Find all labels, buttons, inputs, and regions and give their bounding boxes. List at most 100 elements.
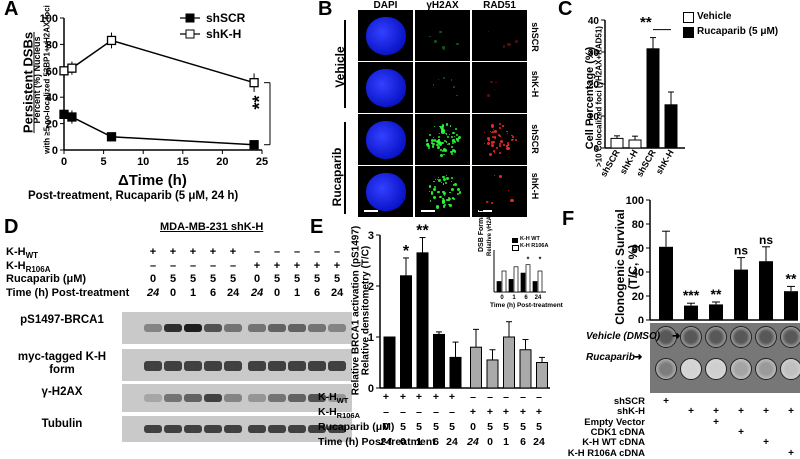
panel-e-row-value: – [449, 406, 455, 418]
panel-b-focus [499, 174, 502, 178]
panel-b-focus [444, 149, 447, 153]
panel-f-ytick-label: 20 [632, 291, 644, 303]
panel-b-focus [505, 147, 509, 151]
panel-b-focus [455, 138, 458, 140]
panel-d-row-value: – [313, 246, 321, 258]
panel-b-focus [487, 94, 490, 97]
panel-e-row-value: – [383, 406, 389, 418]
panel-d-blot-label: myc-tagged K-H form [17, 351, 107, 376]
panel-d-blot-band [288, 361, 306, 371]
panel-e-inset-bar [508, 279, 514, 293]
panel-e-inset-bar [525, 264, 531, 293]
panel-b-focus [507, 142, 510, 145]
panel-e-row-value: 6 [433, 436, 439, 448]
panel-e-row-value: – [503, 391, 509, 403]
panel-label-b: B [318, 0, 333, 20]
panel-d-row-value: 24 [331, 286, 344, 299]
panel-b-focus [490, 80, 494, 84]
panel-b-focus [491, 124, 495, 128]
panel-label-d: D [4, 216, 19, 238]
panel-c-bar [646, 48, 660, 149]
panel-e-inset-sig: * [527, 257, 530, 264]
panel-b-focus [437, 145, 441, 149]
panel-f-ytick-label: 0 [638, 315, 644, 323]
panel-b-focus [448, 143, 450, 145]
panel-d-blot-band [328, 425, 346, 433]
panel-d-row-value: 5 [169, 273, 177, 285]
panel-f-row-header: CDK1 cDNA [590, 426, 645, 438]
panel-c-xtick-label: shK-H [654, 148, 676, 176]
panel-d-row-value: – [149, 259, 157, 272]
panel-b-focus [486, 136, 491, 140]
panel-f-bar [709, 304, 723, 320]
panel-d-blot-band [308, 324, 326, 332]
panel-b-focus [490, 140, 494, 144]
panel-d-row-value: 5 [273, 273, 281, 285]
panel-b-focus [449, 125, 451, 127]
panel-f-row-header: K-H WT cDNA [582, 437, 645, 449]
panel-b-focus [440, 141, 442, 143]
panel-e-row-value: 5 [400, 421, 406, 433]
panel-d-row-value: 24 [251, 286, 264, 299]
panel-e-bar [536, 362, 548, 389]
panel-d-blot-band [308, 361, 326, 371]
panel-e-row-value: + [469, 406, 477, 418]
panel-d-row-value: 5 [293, 273, 301, 285]
panel-b-focus [494, 174, 496, 176]
panel-a-point [67, 112, 77, 122]
panel-d-blot-band [184, 324, 202, 332]
panel-e-ytick-label: 3 [368, 230, 374, 242]
panel-e-inset-xtick-label: 6 [524, 295, 528, 301]
panel-e-row-header: Rucaparib (μM) [318, 421, 395, 433]
panel-b-focus [428, 185, 432, 189]
panel-c-bar [628, 139, 642, 149]
panel-b-focus [449, 191, 451, 194]
panel-a-caption: Post-treatment, Rucaparib (5 μM, 24 h) [28, 190, 239, 202]
panel-b-focus [484, 132, 486, 134]
panel-d-row-value: 6 [313, 286, 321, 299]
panel-e-row-value: – [433, 406, 439, 418]
panel-b-focus [448, 203, 450, 206]
panel-b-focus [436, 178, 438, 180]
panel-b-focus [446, 144, 448, 146]
panel-e-bar [433, 333, 445, 389]
panel-b-cell [415, 62, 470, 113]
panel-e-row-header-subscript: R106A [336, 411, 361, 421]
panel-b-focus [514, 138, 518, 142]
panel-f-dish-arrow-vehicle: ➜ [672, 331, 681, 342]
panel-b-cell [415, 166, 470, 217]
panel-b-focus [437, 140, 442, 145]
panel-a-ytick-label: 0 [52, 145, 58, 157]
panel-a-significance: ** [249, 95, 270, 110]
panel-e-row-value: 1 [416, 436, 422, 448]
panel-b-focus [452, 198, 455, 201]
panel-b-group-bracket-rucaparib [344, 122, 346, 214]
panel-b-focus [483, 142, 485, 145]
panel-b-focus [442, 205, 446, 208]
panel-b-focus [440, 153, 444, 157]
panel-b-focus [438, 135, 441, 138]
panel-d-row-value: 1 [189, 286, 197, 299]
panel-a-legend-marker [185, 13, 195, 23]
panel-b-focus [432, 142, 435, 146]
panel-d-blot-band [268, 361, 286, 371]
panel-d-blot-label: Tubulin [41, 418, 83, 430]
panel-f-row-value: + [763, 406, 769, 418]
panel-b-focus [450, 152, 454, 156]
panel-b-focus [506, 132, 509, 135]
panel-e-ytick-label: 1 [368, 332, 374, 344]
panel-b-cell [358, 114, 413, 165]
panel-b-focus [510, 139, 513, 142]
panel-b-focus [490, 144, 494, 147]
panel-d-blot-label: pS1497-BRCA1 [20, 314, 104, 326]
panel-b-focus [442, 124, 445, 127]
panel-d-row-value: 0 [273, 286, 281, 299]
panel-d-blot-band [248, 324, 266, 332]
panel-b-focus [442, 175, 445, 179]
panel-b-group-bracket-vehicle [344, 20, 346, 108]
panel-d-blot-band [288, 425, 306, 433]
panel-b-focus [503, 45, 506, 48]
panel-b-focus [429, 35, 431, 38]
panel-d-row-header-subscript: R106A [25, 264, 51, 274]
panel-b-focus [456, 187, 461, 192]
